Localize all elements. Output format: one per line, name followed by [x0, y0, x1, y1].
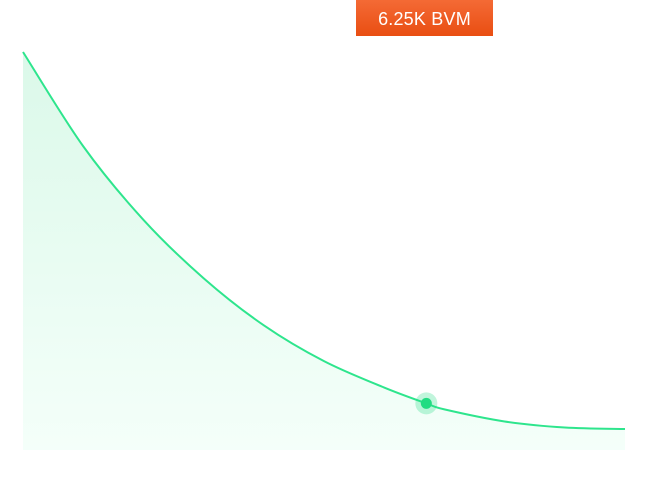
curve-line — [22, 51, 626, 430]
current-point-marker[interactable] — [420, 397, 432, 409]
curve-area-fill — [23, 52, 625, 450]
price-badge: 6.25K BVM — [356, 0, 493, 36]
